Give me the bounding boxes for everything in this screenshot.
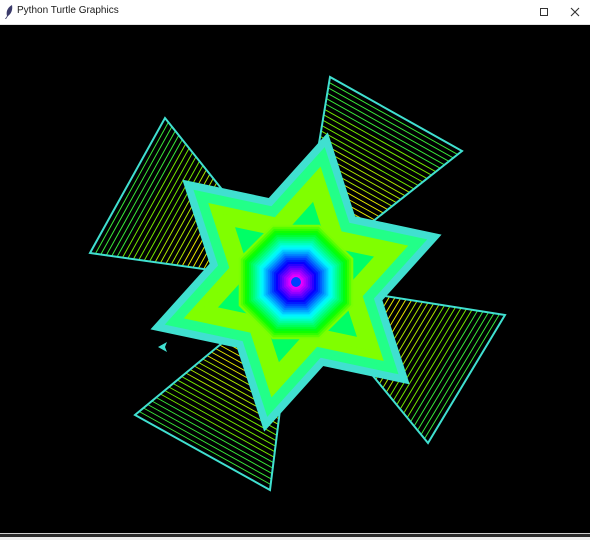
arm-line (138, 156, 197, 261)
arm-line (168, 386, 276, 447)
arm-line (143, 407, 272, 480)
arm-line (396, 306, 456, 406)
arm-line (127, 147, 190, 259)
arm-line (417, 312, 489, 431)
maximize-button[interactable] (524, 0, 564, 24)
close-button[interactable] (560, 0, 590, 24)
arm-line (94, 122, 169, 255)
arm-line (324, 108, 437, 173)
turtle-canvas[interactable] (0, 25, 590, 533)
arm-line (327, 87, 454, 159)
arm-line (151, 400, 273, 469)
arm-line (327, 92, 450, 162)
horizontal-scrollbar[interactable] (0, 534, 590, 537)
arm-line (323, 114, 432, 176)
arm-line (321, 125, 423, 183)
arm-line (105, 130, 176, 256)
arm-line (116, 139, 183, 258)
arm-line (326, 98, 445, 166)
arm-line (319, 135, 415, 190)
arm-line (147, 404, 273, 475)
arm-line (143, 160, 200, 261)
arm-line (413, 311, 484, 427)
arm-line (164, 390, 276, 453)
arm-line (320, 130, 419, 186)
window-title: Python Turtle Graphics (17, 5, 119, 16)
maximize-icon (540, 8, 548, 16)
arm-line (399, 307, 462, 410)
arm-line (155, 397, 274, 464)
arm-line (177, 379, 278, 436)
title-bar[interactable]: Python Turtle Graphics (0, 0, 590, 25)
arm-line (149, 165, 204, 262)
arm-line (392, 306, 451, 401)
arm-line (319, 141, 410, 193)
arm-line (160, 393, 275, 458)
arm-line (172, 383, 277, 442)
arm-line (100, 126, 173, 255)
turtle-drawing (88, 75, 507, 492)
arm-line (410, 310, 478, 423)
arm-line (122, 143, 187, 258)
arm-line (322, 119, 428, 180)
arm-line (325, 103, 441, 169)
arm-line (406, 309, 473, 418)
turtle-cursor-icon (158, 342, 167, 352)
arm-line (138, 411, 271, 485)
feather-icon (5, 5, 13, 19)
arm-line (328, 81, 458, 155)
arm-line (420, 313, 495, 435)
arm-line (403, 308, 467, 414)
arm-line (132, 152, 194, 260)
center-dot (291, 277, 301, 287)
arm-line (111, 135, 180, 257)
close-icon (570, 7, 580, 17)
arm-line (424, 313, 500, 440)
